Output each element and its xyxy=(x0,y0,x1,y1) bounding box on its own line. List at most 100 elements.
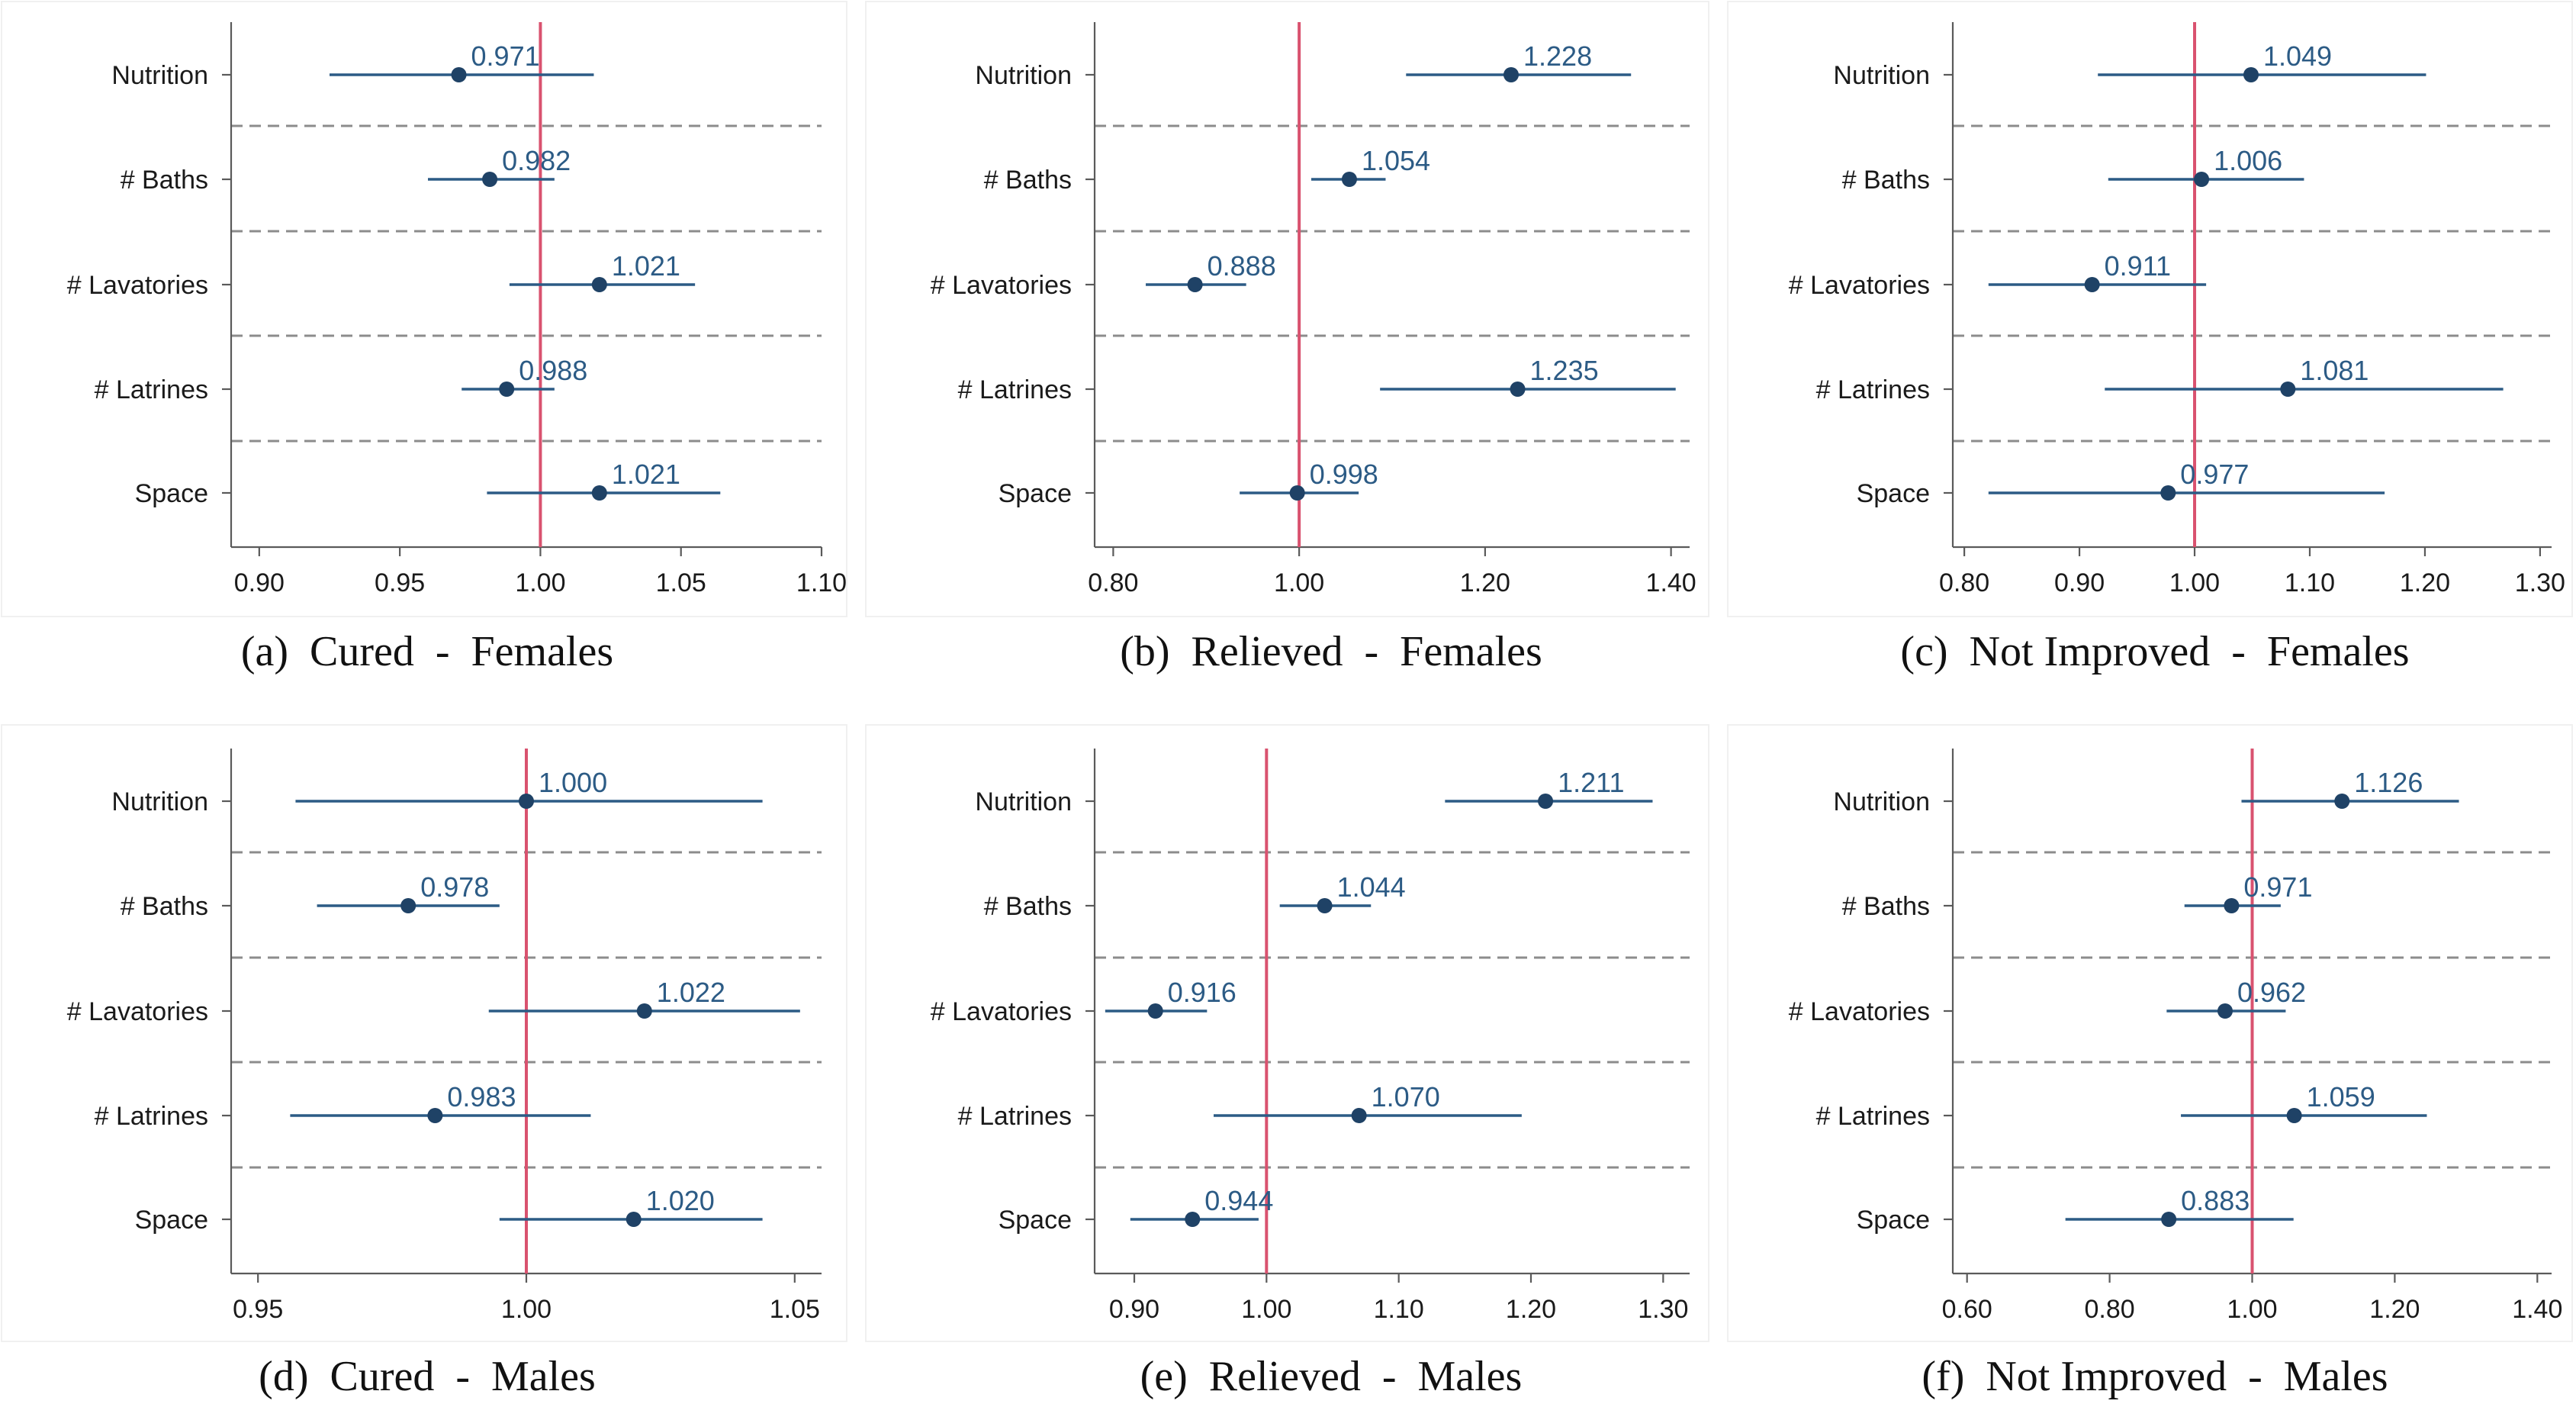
point-estimate xyxy=(636,1003,652,1019)
estimate-label: 0.983 xyxy=(447,1081,516,1112)
estimate-label: 1.006 xyxy=(2214,145,2282,176)
point-estimate xyxy=(1187,277,1203,292)
category-label: Nutrition xyxy=(1833,61,1930,90)
estimate-label: 0.982 xyxy=(502,145,571,176)
estimate-label: 1.211 xyxy=(1558,767,1624,798)
x-tick-label: 0.80 xyxy=(1088,568,1138,597)
x-tick-label: 0.90 xyxy=(2054,568,2105,597)
category-label: # Latrines xyxy=(95,375,208,404)
estimate-label: 0.971 xyxy=(2243,871,2312,903)
estimate-label: 1.044 xyxy=(1337,871,1406,903)
x-tick-label: 0.80 xyxy=(2085,1295,2135,1324)
category-label: # Latrines xyxy=(1816,375,1930,404)
x-tick-label: 1.10 xyxy=(796,568,847,597)
forest-panel-f: Nutrition # Baths # Lavatories # Latrines Sp… xyxy=(1727,724,2573,1400)
category-label: # Lavatories xyxy=(1789,271,1930,300)
panel-background xyxy=(865,724,1709,1342)
panel-background xyxy=(1,1,847,617)
x-tick-label: 1.30 xyxy=(2515,568,2565,597)
point-estimate xyxy=(2224,898,2240,913)
category-label: # Baths xyxy=(984,892,1072,921)
point-estimate xyxy=(2194,172,2210,187)
point-estimate xyxy=(2334,794,2350,809)
category-label: Space xyxy=(999,479,1072,508)
point-estimate xyxy=(2084,277,2100,292)
category-label: Nutrition xyxy=(111,61,208,90)
estimate-label: 0.977 xyxy=(2180,459,2249,490)
point-estimate xyxy=(2160,485,2176,501)
category-label: # Baths xyxy=(1842,892,1930,921)
x-tick-label: 1.30 xyxy=(1638,1295,1688,1324)
panel-background xyxy=(1727,1,2573,617)
category-label: # Latrines xyxy=(1816,1102,1930,1131)
x-tick-label: 0.90 xyxy=(234,568,285,597)
point-estimate xyxy=(1185,1212,1201,1227)
x-tick-label: 1.20 xyxy=(1460,568,1510,597)
category-label: # Latrines xyxy=(95,1102,208,1131)
estimate-label: 1.020 xyxy=(646,1185,715,1216)
estimate-label: 1.054 xyxy=(1362,145,1430,176)
point-estimate xyxy=(2280,382,2296,397)
forest-panel-a: Nutrition # Baths # Lavatories # Latrines Sp… xyxy=(1,1,847,675)
estimate-label: 1.022 xyxy=(657,977,725,1008)
category-label: # Lavatories xyxy=(1789,997,1930,1026)
estimate-label: 0.988 xyxy=(519,355,587,386)
estimate-label: 1.070 xyxy=(1372,1081,1440,1112)
x-tick-label: 1.00 xyxy=(2227,1295,2277,1324)
forest-panel-d: Nutrition # Baths # Lavatories # Latrines Sp… xyxy=(1,724,847,1400)
category-label: Space xyxy=(135,479,208,508)
category-label: Space xyxy=(135,1206,208,1235)
x-tick-label: 1.20 xyxy=(2369,1295,2420,1324)
x-tick-label: 1.00 xyxy=(501,1295,552,1324)
category-label: # Latrines xyxy=(958,1102,1072,1131)
x-tick-label: 1.00 xyxy=(1241,1295,1291,1324)
point-estimate xyxy=(400,898,416,913)
category-label: # Baths xyxy=(121,166,208,195)
estimate-label: 0.971 xyxy=(471,40,540,72)
estimate-label: 1.081 xyxy=(2300,355,2369,386)
estimate-label: 1.021 xyxy=(612,250,680,282)
estimate-label: 1.049 xyxy=(2263,40,2332,72)
panel-caption: (d) Cured - Males xyxy=(259,1353,596,1400)
estimate-label: 0.944 xyxy=(1204,1185,1273,1216)
point-estimate xyxy=(2243,67,2259,82)
category-label: # Lavatories xyxy=(931,997,1072,1026)
category-label: Space xyxy=(999,1206,1072,1235)
point-estimate xyxy=(499,382,515,397)
category-label: Space xyxy=(1857,479,1930,508)
category-label: # Lavatories xyxy=(67,271,208,300)
point-estimate xyxy=(1351,1108,1367,1123)
estimate-label: 0.962 xyxy=(2237,977,2306,1008)
estimate-label: 0.978 xyxy=(420,871,489,903)
panel-caption: (e) Relieved - Males xyxy=(1140,1353,1523,1400)
estimate-label: 0.916 xyxy=(1168,977,1237,1008)
point-estimate xyxy=(519,794,534,809)
x-tick-label: 0.95 xyxy=(233,1295,283,1324)
x-tick-label: 1.00 xyxy=(515,568,565,597)
point-estimate xyxy=(1341,172,1357,187)
category-label: # Lavatories xyxy=(931,271,1072,300)
estimate-label: 1.000 xyxy=(539,767,607,798)
panel-background xyxy=(1727,724,2573,1342)
point-estimate xyxy=(626,1212,642,1227)
category-label: Nutrition xyxy=(975,787,1072,816)
point-estimate xyxy=(482,172,498,187)
category-label: Space xyxy=(1857,1206,1930,1235)
panel-caption: (b) Relieved - Females xyxy=(1120,628,1542,675)
estimate-label: 1.059 xyxy=(2307,1081,2375,1112)
x-tick-label: 1.20 xyxy=(1506,1295,1556,1324)
estimate-label: 0.888 xyxy=(1208,250,1276,282)
estimate-label: 1.235 xyxy=(1530,355,1599,386)
x-tick-label: 1.40 xyxy=(2512,1295,2562,1324)
point-estimate xyxy=(1317,898,1333,913)
point-estimate xyxy=(1503,67,1519,82)
category-label: # Baths xyxy=(984,166,1072,195)
estimate-label: 0.998 xyxy=(1310,459,1378,490)
forest-panel-c: Nutrition # Baths # Lavatories # Latrines Sp… xyxy=(1727,1,2573,675)
forest-panel-e: Nutrition # Baths # Lavatories # Latrines Sp… xyxy=(865,724,1709,1400)
x-tick-label: 1.10 xyxy=(2285,568,2335,597)
category-label: # Baths xyxy=(1842,166,1930,195)
point-estimate xyxy=(2286,1108,2302,1123)
point-estimate xyxy=(427,1108,443,1123)
